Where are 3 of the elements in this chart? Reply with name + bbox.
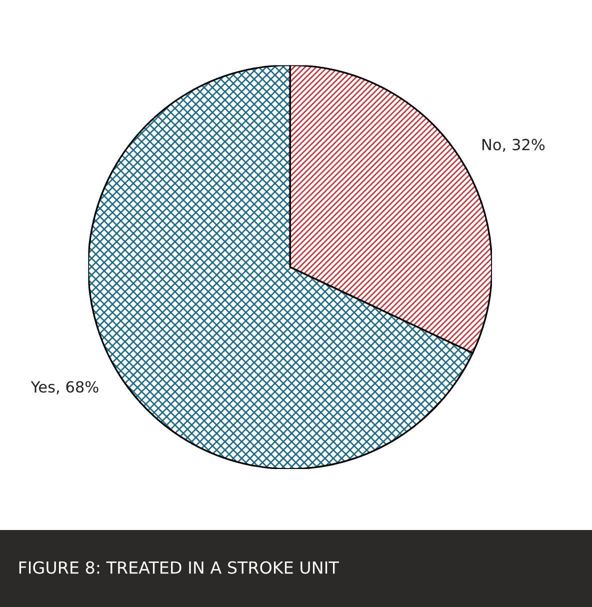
- slice-label: No, 32%: [482, 138, 545, 152]
- slice-label: Yes, 68%: [30, 381, 98, 394]
- text: FIGURE 8: TREATED IN A STROKE UNIT: [19, 561, 339, 574]
